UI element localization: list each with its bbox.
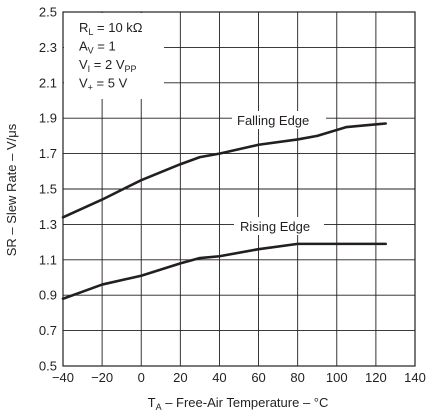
x-axis-label: TA – Free-Air Temperature – °C — [148, 395, 329, 412]
y-tick-label: 1.5 — [39, 182, 57, 197]
y-tick-label: 1.9 — [39, 111, 57, 126]
y-axis-label: SR – Slew Rate – V/μs — [4, 123, 19, 256]
x-tick-label: 140 — [404, 370, 426, 385]
condition-line: VI = 2 VPP — [79, 57, 137, 74]
x-tick-label: 60 — [251, 370, 265, 385]
falling-edge-label: Falling Edge — [237, 113, 309, 128]
condition-line: AV = 1 — [79, 39, 116, 56]
x-tick-label: −20 — [91, 370, 113, 385]
falling-edge-line — [61, 122, 387, 219]
x-tick-labels: −40 −20 0 20 40 60 80 100 120 140 — [52, 370, 426, 385]
rising-edge-line — [61, 242, 387, 301]
series — [61, 122, 387, 301]
x-tick-label: 40 — [212, 370, 226, 385]
y-tick-label: 0.5 — [39, 359, 57, 374]
x-tick-label: 120 — [365, 370, 387, 385]
y-tick-label: 2.3 — [39, 40, 57, 55]
x-tick-label: −40 — [52, 370, 74, 385]
y-tick-labels: 0.5 0.7 0.9 1.1 1.3 1.5 1.7 1.9 2.1 2.3 2.5 — [39, 5, 57, 374]
conditions: RL = 10 kΩ AV = 1VI = 2 VPP V+ = 5 V — [79, 20, 143, 93]
falling-edge-label-bg — [232, 111, 326, 129]
y-tick-label: 1.1 — [39, 252, 57, 267]
rising-edge-label-bg — [234, 217, 324, 235]
y-tick-label: 2.5 — [39, 5, 57, 20]
y-tick-label: 0.9 — [39, 288, 57, 303]
x-tick-label: 20 — [173, 370, 187, 385]
x-tick-label: 80 — [290, 370, 304, 385]
x-tick-label: 100 — [326, 370, 348, 385]
condition-line: RL = 10 kΩ — [79, 20, 143, 37]
rising-edge-label: Rising Edge — [240, 219, 310, 234]
x-tick-label: 0 — [138, 370, 145, 385]
condition-line: V+ = 5 V — [79, 76, 128, 93]
conditions-box — [64, 13, 164, 99]
y-tick-label: 1.7 — [39, 146, 57, 161]
y-tick-label: 1.3 — [39, 217, 57, 232]
y-tick-label: 0.7 — [39, 323, 57, 338]
y-tick-label: 2.1 — [39, 75, 57, 90]
